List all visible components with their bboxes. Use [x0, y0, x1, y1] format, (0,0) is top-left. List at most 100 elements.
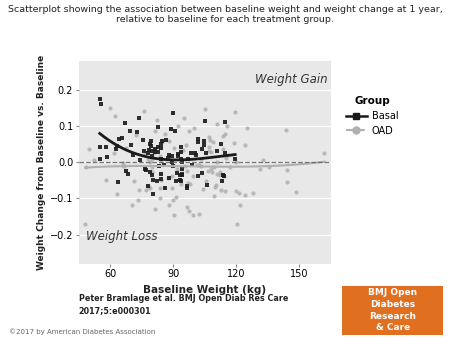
Point — [148, 169, 156, 174]
Point — [124, 171, 131, 177]
Point — [200, 187, 207, 192]
Point — [96, 145, 104, 150]
Point — [257, 166, 264, 172]
Point — [169, 159, 176, 165]
Point — [147, 170, 154, 175]
Point — [107, 105, 114, 111]
Point — [146, 160, 153, 165]
Point — [137, 157, 144, 162]
Point — [218, 141, 225, 146]
Text: Scatterplot showing the association between baseline weight and weight change at: Scatterplot showing the association betw… — [8, 5, 442, 14]
Point — [174, 153, 181, 159]
Point — [129, 153, 136, 158]
Point — [213, 159, 220, 165]
Point — [153, 117, 160, 122]
Point — [236, 202, 243, 208]
Point — [195, 174, 202, 179]
Point — [213, 121, 220, 127]
Point — [151, 128, 158, 133]
Point — [81, 221, 89, 226]
Point — [217, 170, 224, 175]
Point — [241, 143, 248, 148]
Point — [201, 118, 208, 123]
Point — [208, 169, 216, 175]
Point — [168, 126, 175, 131]
X-axis label: Baseline Weight (kg): Baseline Weight (kg) — [143, 285, 266, 295]
Point — [161, 162, 168, 167]
Point — [140, 148, 148, 154]
Point — [177, 156, 184, 161]
Point — [205, 169, 212, 174]
Point — [221, 150, 229, 155]
Point — [148, 172, 156, 178]
Point — [120, 163, 127, 168]
Point — [162, 131, 169, 137]
Point — [148, 148, 156, 153]
Point — [164, 176, 171, 181]
Point — [145, 147, 153, 152]
Point — [144, 151, 151, 156]
Point — [177, 182, 184, 187]
Point — [222, 155, 229, 160]
Point — [169, 163, 176, 168]
Point — [224, 124, 231, 129]
Point — [135, 197, 142, 203]
Point — [195, 162, 202, 168]
Point — [103, 145, 110, 150]
Point — [184, 185, 191, 190]
Point — [205, 144, 212, 149]
Point — [220, 173, 227, 178]
Point — [202, 178, 210, 184]
Point — [250, 191, 257, 196]
Point — [179, 166, 186, 171]
Point — [222, 119, 229, 125]
Point — [165, 175, 172, 180]
Point — [152, 146, 159, 151]
Point — [147, 143, 154, 149]
Point — [233, 160, 240, 165]
Point — [200, 143, 207, 148]
Point — [196, 212, 203, 217]
Point — [141, 166, 149, 172]
Point — [189, 162, 196, 167]
Point — [221, 188, 229, 194]
Point — [221, 131, 229, 137]
Point — [205, 149, 212, 154]
Point — [178, 172, 185, 178]
Point — [198, 163, 205, 168]
Point — [158, 141, 165, 146]
Point — [220, 134, 227, 139]
Point — [126, 129, 133, 134]
Point — [112, 146, 120, 151]
Point — [157, 145, 164, 151]
Point — [185, 156, 192, 162]
Point — [96, 96, 104, 101]
Point — [178, 172, 185, 177]
Point — [216, 172, 224, 178]
Point — [194, 162, 201, 168]
Point — [104, 154, 111, 160]
Point — [199, 170, 206, 175]
Point — [135, 187, 143, 193]
Point — [175, 151, 182, 157]
Point — [183, 204, 190, 210]
Text: Peter Bramlage et al. BMJ Open Diab Res Care: Peter Bramlage et al. BMJ Open Diab Res … — [79, 294, 288, 303]
Point — [266, 164, 273, 169]
Point — [189, 173, 196, 178]
Point — [143, 187, 150, 192]
Point — [183, 183, 190, 188]
Text: 2017;5:e000301: 2017;5:e000301 — [79, 306, 151, 315]
Point — [159, 139, 166, 144]
Point — [165, 138, 172, 144]
Point — [182, 142, 189, 147]
Point — [155, 124, 162, 130]
Point — [113, 144, 121, 149]
Point — [150, 151, 157, 156]
Point — [157, 176, 164, 182]
Point — [177, 178, 184, 183]
Point — [180, 115, 188, 121]
Point — [119, 164, 126, 169]
Point — [157, 159, 164, 164]
Point — [220, 146, 227, 152]
Point — [163, 137, 170, 143]
